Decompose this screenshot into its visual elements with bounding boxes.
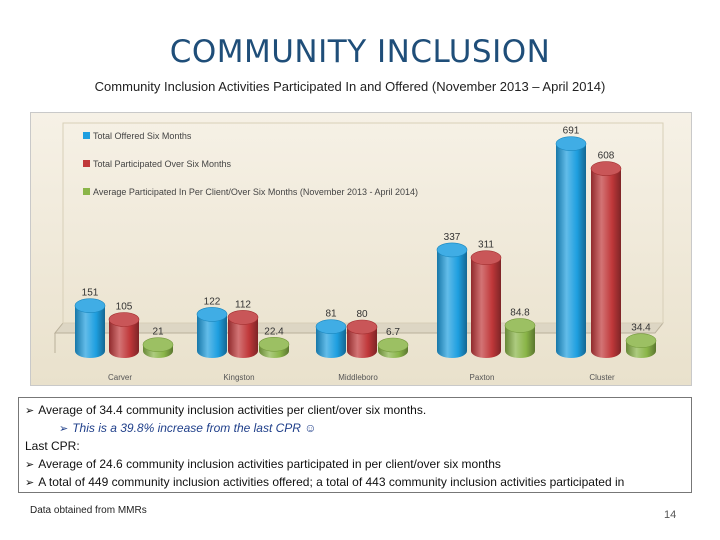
data-label: 22.4 <box>264 326 284 337</box>
bar-carver-series-2 <box>108 312 140 358</box>
note-previous-average-line: ➢ Average of 24.6 community inclusion act… <box>25 457 685 471</box>
slide-title: COMMUNITY INCLUSION <box>169 34 551 70</box>
note-last-cpr-label: Last CPR: <box>25 439 80 453</box>
category-label: Paxton <box>470 373 495 382</box>
category-label: Kingston <box>223 373 254 382</box>
note-text: A total of 449 community inclusion activ… <box>38 475 625 489</box>
data-label: 608 <box>598 151 615 162</box>
bar-kingston-series-3 <box>258 336 290 358</box>
data-label: 337 <box>444 232 461 243</box>
arrow-bullet-icon: ➢ <box>25 404 35 417</box>
legend-label: Total Offered Six Months <box>93 131 192 141</box>
arrow-bullet-icon: ➢ <box>25 458 35 471</box>
data-label: 81 <box>325 309 337 320</box>
data-label: 21 <box>152 327 164 338</box>
data-label: 84.8 <box>510 308 530 319</box>
bar-paxton-series-3 <box>504 318 536 358</box>
legend-label: Average Participated In Per Client/Over … <box>93 187 418 197</box>
bar-kingston-series-2 <box>227 310 259 358</box>
data-label: 122 <box>204 296 221 307</box>
chart-subtitle: Community Inclusion Activities Participa… <box>94 79 606 94</box>
legend-swatch <box>83 132 90 139</box>
data-label: 6.7 <box>386 327 400 338</box>
bar-middleboro-series-3 <box>377 337 409 358</box>
note-increase-line: ➢ This is a 39.8% increase from the last … <box>59 421 685 435</box>
arrow-bullet-icon: ➢ <box>25 476 35 489</box>
bar-carver-series-3 <box>142 337 174 358</box>
data-label: 311 <box>478 240 494 251</box>
page-number: 14 <box>664 509 677 521</box>
bar-middleboro-series-1 <box>315 319 347 358</box>
bar-cluster-series-3 <box>625 333 657 358</box>
data-label: 80 <box>356 309 368 320</box>
legend-swatch <box>83 160 90 167</box>
note-text: This is a 39.8% increase from the last C… <box>72 421 317 435</box>
arrow-bullet-icon: ➢ <box>59 422 69 435</box>
bar-chart: Total Offered Six Months Total Participat… <box>31 113 691 385</box>
data-label: 691 <box>563 126 580 137</box>
note-average-line: ➢ Average of 34.4 community inclusion act… <box>25 403 685 417</box>
category-label: Cluster <box>589 373 615 382</box>
note-totals-line: ➢ A total of 449 community inclusion acti… <box>25 475 685 489</box>
data-label: 34.4 <box>631 323 651 334</box>
source-note: Data obtained from MMRs <box>30 505 147 516</box>
legend-swatch <box>83 188 90 195</box>
bar-paxton-series-1 <box>436 242 468 358</box>
bar-paxton-series-2 <box>470 250 502 358</box>
bar-carver-series-1 <box>74 298 106 358</box>
note-text: Average of 24.6 community inclusion acti… <box>38 457 501 471</box>
legend-label: Total Participated Over Six Months <box>93 159 232 169</box>
category-label: Carver <box>108 373 132 382</box>
chart-area: Total Offered Six Months Total Participat… <box>30 112 692 386</box>
notes-box: ➢ Average of 34.4 community inclusion act… <box>18 397 692 493</box>
data-label: 112 <box>235 299 251 310</box>
bar-kingston-series-1 <box>196 307 228 358</box>
bar-middleboro-series-2 <box>346 319 378 358</box>
bar-cluster-series-2 <box>590 161 622 358</box>
data-label: 151 <box>82 288 99 299</box>
data-label: 105 <box>116 302 133 313</box>
bar-cluster-series-1 <box>555 136 587 358</box>
note-text: Average of 34.4 community inclusion acti… <box>38 403 427 417</box>
category-label: Middleboro <box>338 373 378 382</box>
